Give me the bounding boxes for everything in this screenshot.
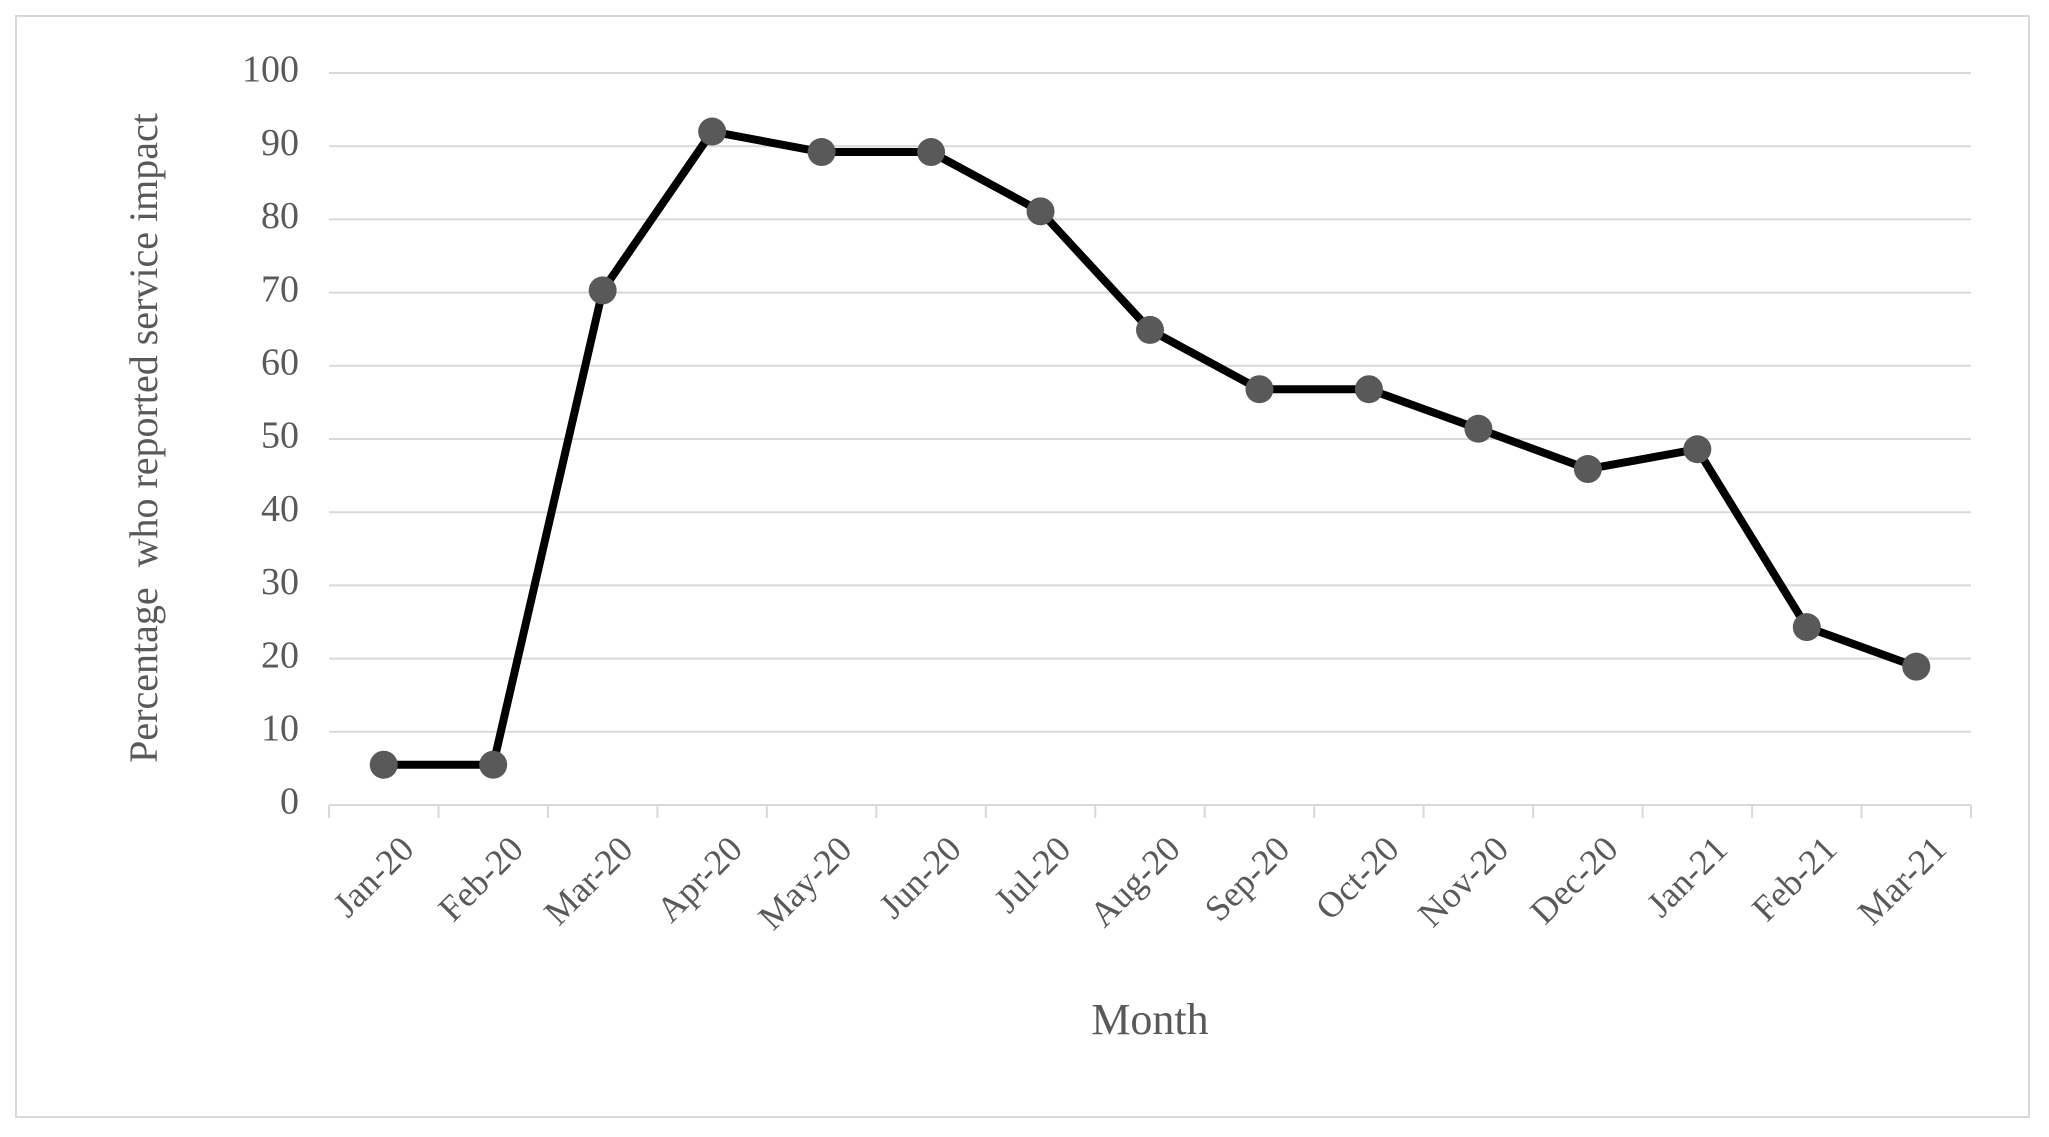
y-tick-label: 100	[242, 49, 299, 91]
data-point	[917, 138, 946, 167]
data-point	[1683, 435, 1712, 464]
data-point	[369, 750, 398, 779]
data-point	[1245, 375, 1274, 404]
y-tick-label: 10	[261, 708, 299, 750]
data-point	[1136, 315, 1164, 344]
data-point	[1573, 455, 1602, 484]
y-axis-title: Percentage who reported service impact	[121, 113, 166, 763]
y-tick-label: 50	[261, 415, 299, 457]
y-tick-label: 20	[261, 634, 299, 676]
y-tick-label: 90	[261, 122, 299, 164]
y-tick-label: 70	[261, 268, 299, 310]
data-point	[807, 138, 836, 167]
data-point	[1354, 375, 1383, 404]
y-tick-label: 0	[280, 781, 299, 823]
data-point	[588, 276, 617, 305]
y-tick-label: 30	[261, 561, 299, 603]
data-point	[1902, 652, 1931, 681]
data-point	[1792, 613, 1821, 642]
chart-frame	[15, 15, 2030, 1118]
y-tick-label: 40	[261, 488, 299, 530]
y-tick-label: 60	[261, 342, 299, 384]
data-point	[1026, 197, 1055, 226]
data-point	[1464, 414, 1493, 443]
data-point	[698, 117, 727, 146]
data-point	[479, 750, 508, 779]
x-axis-title: Month	[1091, 995, 1208, 1044]
y-tick-label: 80	[261, 195, 299, 237]
